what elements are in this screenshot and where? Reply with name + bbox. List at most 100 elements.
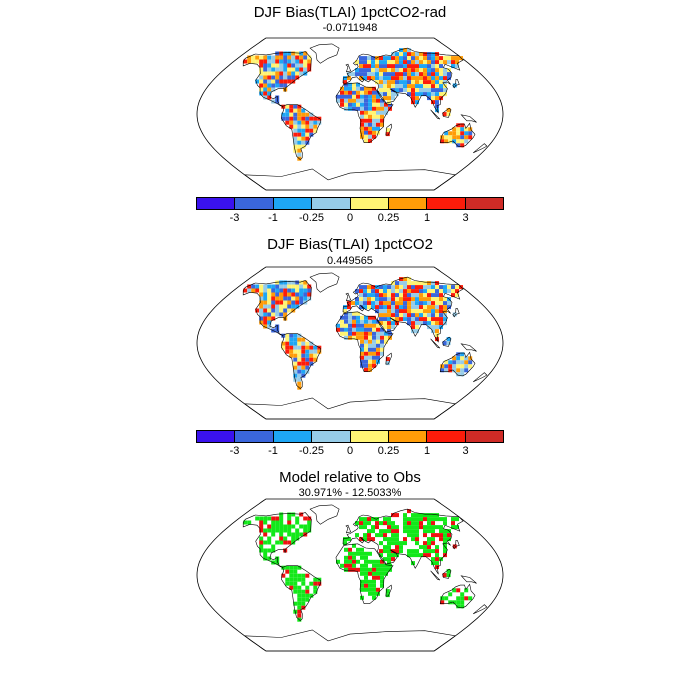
data-cell <box>415 60 419 65</box>
data-cell <box>297 136 302 141</box>
data-cell <box>423 68 427 73</box>
data-cell <box>403 521 407 526</box>
data-cell <box>297 593 302 598</box>
data-cell <box>293 124 298 129</box>
data-cell <box>344 567 348 572</box>
data-cell <box>407 553 411 558</box>
data-cell <box>407 521 411 526</box>
data-cell <box>297 381 302 386</box>
data-cell <box>407 297 411 302</box>
data-cell <box>384 335 388 340</box>
colorbar-swatch <box>273 198 313 209</box>
data-cell <box>368 551 372 556</box>
data-cell <box>435 108 439 113</box>
data-cell <box>395 293 399 298</box>
data-cell <box>301 144 306 149</box>
data-cell <box>427 521 431 526</box>
data-cell <box>415 297 419 302</box>
panel2-colorbar <box>196 430 504 443</box>
data-cell <box>423 321 427 326</box>
data-cell <box>267 296 272 301</box>
data-cell <box>383 313 387 318</box>
data-cell <box>447 60 451 65</box>
data-cell <box>403 56 407 61</box>
data-cell <box>387 68 391 73</box>
data-cell <box>368 335 372 340</box>
data-cell <box>271 308 276 313</box>
data-cell <box>388 335 392 340</box>
data-cell <box>291 292 296 297</box>
data-cell <box>293 581 298 586</box>
data-cell <box>395 301 399 306</box>
colorbar-swatch <box>235 431 274 442</box>
data-cell <box>435 92 439 97</box>
data-cell <box>299 59 304 64</box>
data-cell <box>303 284 308 289</box>
data-cell <box>419 517 423 522</box>
data-cell <box>383 529 387 534</box>
data-cell <box>303 59 308 64</box>
data-cell <box>364 122 368 127</box>
data-cell <box>368 591 372 596</box>
data-cell <box>297 156 302 161</box>
data-cell <box>399 289 403 294</box>
data-cell <box>352 543 356 548</box>
data-cell <box>301 573 306 578</box>
data-cell <box>372 563 376 568</box>
data-cell <box>431 68 435 73</box>
data-cell <box>305 349 310 354</box>
data-cell <box>384 331 388 336</box>
data-cell <box>279 520 284 525</box>
data-cell <box>415 513 419 518</box>
data-cell <box>247 59 252 64</box>
data-cell <box>439 529 443 534</box>
data-cell <box>439 305 443 310</box>
data-cell <box>423 84 427 89</box>
data-cell <box>263 55 268 60</box>
data-cell <box>427 325 431 330</box>
data-cell <box>360 347 364 352</box>
data-cell <box>309 132 314 137</box>
data-cell <box>423 553 427 558</box>
data-cell <box>443 317 447 322</box>
data-cell <box>255 516 260 521</box>
data-cell <box>289 108 294 113</box>
data-cell <box>301 132 306 137</box>
data-cell <box>267 83 272 88</box>
data-cell <box>360 359 364 364</box>
data-cell <box>287 51 292 56</box>
data-cell <box>293 144 298 149</box>
data-cell <box>379 76 383 81</box>
data-cell <box>431 309 435 314</box>
data-cell <box>460 372 465 377</box>
coastline <box>335 543 394 604</box>
data-cell <box>440 596 445 601</box>
data-cell <box>435 289 439 294</box>
data-cell <box>415 76 419 81</box>
data-cell <box>427 537 431 542</box>
coastline <box>385 123 393 136</box>
coastline <box>309 272 340 293</box>
data-cell <box>435 76 439 81</box>
data-cell <box>427 545 431 550</box>
data-cell <box>379 313 383 318</box>
data-cell <box>305 124 310 129</box>
coastline <box>280 565 321 622</box>
data-cell <box>452 131 457 136</box>
data-cell <box>348 323 352 328</box>
data-cell <box>364 359 368 364</box>
data-cell <box>363 289 367 294</box>
data-cell <box>455 525 459 530</box>
data-cell <box>347 305 351 310</box>
data-cell <box>439 309 443 314</box>
data-cell <box>440 364 445 369</box>
colorbar-swatch <box>465 431 503 442</box>
data-cell <box>391 301 395 306</box>
data-cell <box>407 80 411 85</box>
data-cell <box>359 68 363 73</box>
data-cell <box>347 76 351 81</box>
data-cell <box>387 285 391 290</box>
data-cell <box>403 541 407 546</box>
data-cell <box>259 308 264 313</box>
